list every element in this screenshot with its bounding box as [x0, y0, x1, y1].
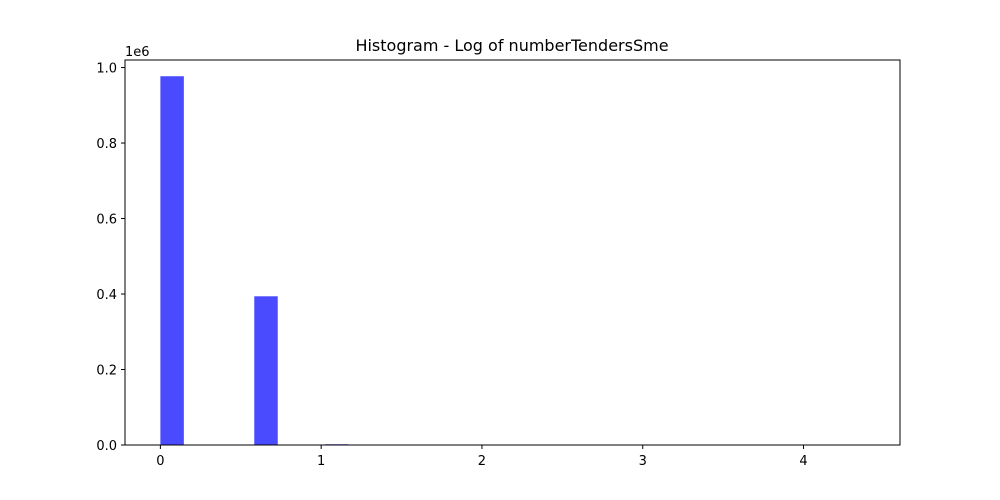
y-tick-label: 0.6: [96, 213, 117, 228]
histogram-bar-0: [160, 76, 184, 445]
x-tick-label: 3: [639, 454, 647, 469]
y-tick-label: 0.2: [96, 364, 117, 379]
chart-title: Histogram - Log of numberTendersSme: [355, 36, 668, 55]
x-axis: 0 1 2 3 4: [156, 445, 808, 469]
plot-area-frame: [124, 59, 901, 446]
x-tick-label: 1: [317, 454, 325, 469]
y-axis-offset-label: 1e6: [125, 45, 150, 60]
y-tick-label: 1.0: [96, 62, 117, 77]
y-tick-label: 0.8: [96, 137, 117, 152]
y-axis: 0.0 0.2 0.4 0.6 0.8 1.0: [96, 62, 125, 454]
y-tick-label: 0.4: [96, 288, 117, 303]
bars-group: [160, 76, 349, 445]
x-tick-label: 4: [799, 454, 807, 469]
x-tick-label: 2: [478, 454, 486, 469]
x-tick-label: 0: [156, 454, 164, 469]
y-tick-label: 0.0: [96, 439, 117, 454]
histogram-bar-1: [254, 296, 278, 445]
